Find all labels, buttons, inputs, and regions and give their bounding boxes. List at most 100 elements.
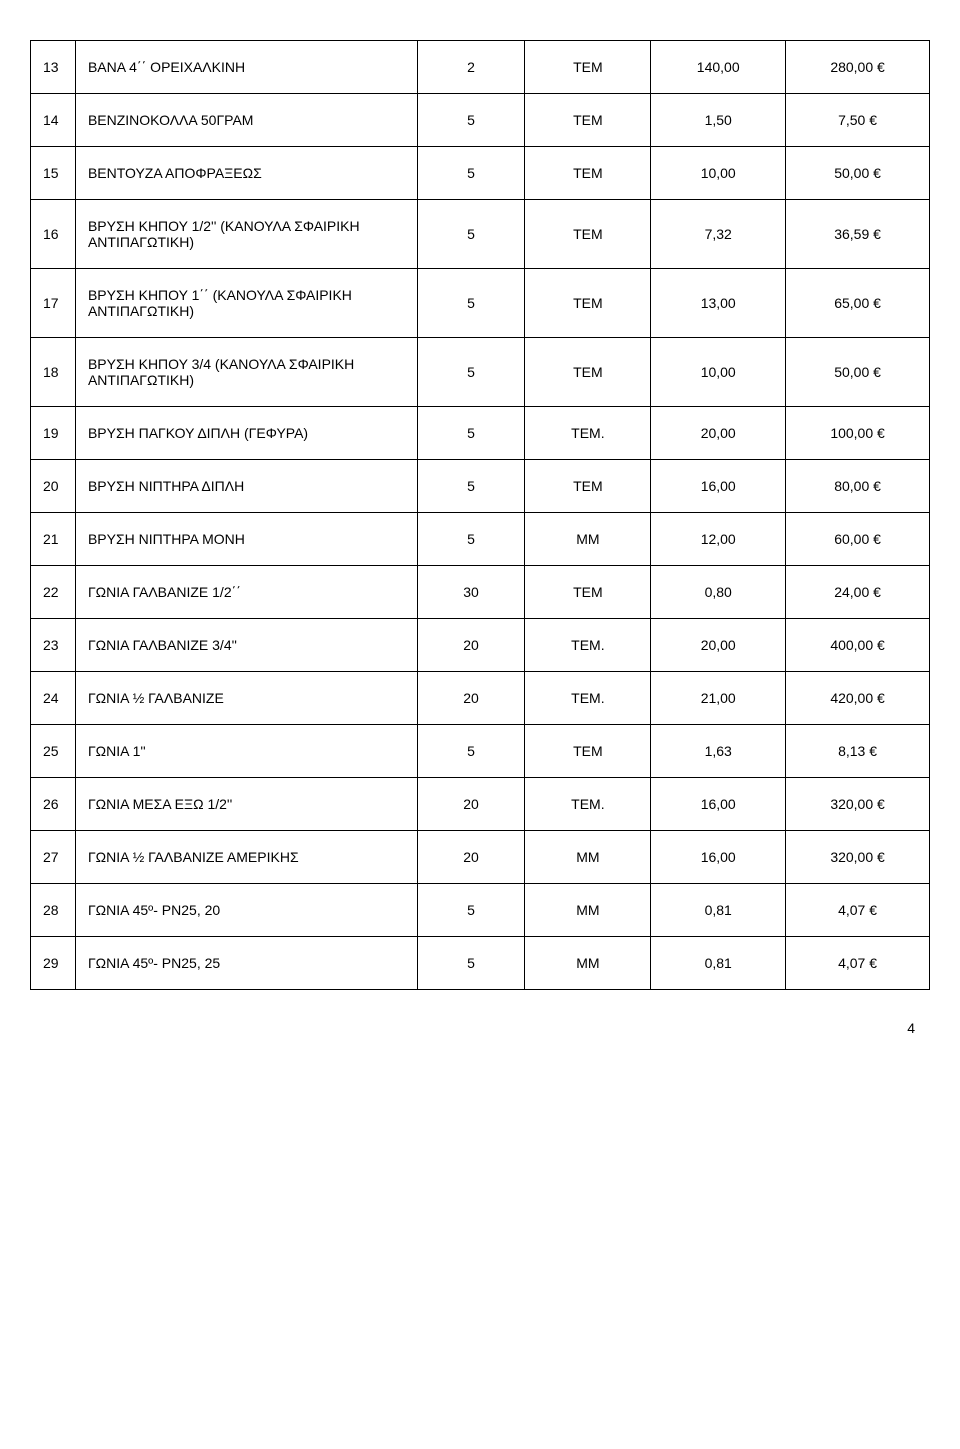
table-cell: 13 bbox=[31, 41, 76, 94]
table-cell: ΒΡΥΣΗ ΚΗΠΟΥ 1/2'' (ΚΑΝΟΥΛΑ ΣΦΑΙΡΙΚΗ ΑΝΤΙ… bbox=[75, 200, 417, 269]
table-cell: 24 bbox=[31, 672, 76, 725]
table-cell: 25 bbox=[31, 725, 76, 778]
table-cell: 5 bbox=[417, 94, 525, 147]
table-cell: ΤΕΜ bbox=[525, 41, 651, 94]
table-cell: 21 bbox=[31, 513, 76, 566]
table-cell: 65,00 € bbox=[786, 269, 930, 338]
table-cell: 1,63 bbox=[651, 725, 786, 778]
table-cell: ΤΕΜ bbox=[525, 200, 651, 269]
table-row: 15ΒΕΝΤΟΥΖΑ ΑΠΟΦΡΑΞΕΩΣ5ΤΕΜ10,0050,00 € bbox=[31, 147, 930, 200]
table-cell: 27 bbox=[31, 831, 76, 884]
table-cell: 20 bbox=[417, 831, 525, 884]
page-number: 4 bbox=[30, 1020, 930, 1036]
table-cell: 4,07 € bbox=[786, 884, 930, 937]
table-cell: ΒΡΥΣΗ ΚΗΠΟΥ 3/4 (ΚΑΝΟΥΛΑ ΣΦΑΙΡΙΚΗ ΑΝΤΙΠΑ… bbox=[75, 338, 417, 407]
table-cell: ΤΕΜ. bbox=[525, 778, 651, 831]
table-cell: ΤΕΜ bbox=[525, 338, 651, 407]
table-cell: 16,00 bbox=[651, 460, 786, 513]
table-cell: 16,00 bbox=[651, 831, 786, 884]
table-row: 17ΒΡΥΣΗ ΚΗΠΟΥ 1΄΄ (ΚΑΝΟΥΛΑ ΣΦΑΙΡΙΚΗ ΑΝΤΙ… bbox=[31, 269, 930, 338]
table-cell: ΓΩΝΙΑ ΜΕΣΑ ΕΞΩ 1/2'' bbox=[75, 778, 417, 831]
table-cell: 12,00 bbox=[651, 513, 786, 566]
table-cell: ΤΕΜ bbox=[525, 269, 651, 338]
table-cell: 29 bbox=[31, 937, 76, 990]
table-cell: 24,00 € bbox=[786, 566, 930, 619]
table-cell: ΤΕΜ. bbox=[525, 407, 651, 460]
table-cell: 5 bbox=[417, 937, 525, 990]
table-cell: 22 bbox=[31, 566, 76, 619]
table-cell: 10,00 bbox=[651, 147, 786, 200]
table-cell: 5 bbox=[417, 338, 525, 407]
table-cell: 5 bbox=[417, 269, 525, 338]
table-cell: 7,32 bbox=[651, 200, 786, 269]
table-cell: 30 bbox=[417, 566, 525, 619]
table-cell: 420,00 € bbox=[786, 672, 930, 725]
table-cell: 5 bbox=[417, 725, 525, 778]
table-cell: ΓΩΝΙΑ 1'' bbox=[75, 725, 417, 778]
table-cell: 5 bbox=[417, 460, 525, 513]
table-cell: 320,00 € bbox=[786, 831, 930, 884]
table-cell: 20,00 bbox=[651, 619, 786, 672]
table-cell: ΓΩΝΙΑ ½ ΓΑΛΒΑΝΙΖΕ ΑΜΕΡΙΚΗΣ bbox=[75, 831, 417, 884]
table-cell: ΜΜ bbox=[525, 937, 651, 990]
items-table: 13ΒΑΝΑ 4΄΄ ΟΡΕΙΧΑΛΚΙΝΗ2ΤΕΜ140,00280,00 €… bbox=[30, 40, 930, 990]
table-row: 25ΓΩΝΙΑ 1''5ΤΕΜ1,638,13 € bbox=[31, 725, 930, 778]
table-cell: 28 bbox=[31, 884, 76, 937]
table-cell: 26 bbox=[31, 778, 76, 831]
table-cell: 15 bbox=[31, 147, 76, 200]
table-cell: 320,00 € bbox=[786, 778, 930, 831]
table-cell: ΒΕΝΖΙΝΟΚΟΛΛΑ 50ΓΡΑΜ bbox=[75, 94, 417, 147]
table-cell: 400,00 € bbox=[786, 619, 930, 672]
table-cell: 10,00 bbox=[651, 338, 786, 407]
table-cell: 0,81 bbox=[651, 937, 786, 990]
table-cell: 60,00 € bbox=[786, 513, 930, 566]
table-cell: 2 bbox=[417, 41, 525, 94]
table-cell: 20 bbox=[417, 672, 525, 725]
table-cell: ΜΜ bbox=[525, 884, 651, 937]
table-cell: ΤΕΜ. bbox=[525, 619, 651, 672]
table-cell: 1,50 bbox=[651, 94, 786, 147]
table-cell: ΤΕΜ bbox=[525, 94, 651, 147]
table-cell: 20 bbox=[31, 460, 76, 513]
table-row: 13ΒΑΝΑ 4΄΄ ΟΡΕΙΧΑΛΚΙΝΗ2ΤΕΜ140,00280,00 € bbox=[31, 41, 930, 94]
table-cell: ΤΕΜ bbox=[525, 460, 651, 513]
table-cell: ΒΕΝΤΟΥΖΑ ΑΠΟΦΡΑΞΕΩΣ bbox=[75, 147, 417, 200]
table-row: 27ΓΩΝΙΑ ½ ΓΑΛΒΑΝΙΖΕ ΑΜΕΡΙΚΗΣ20ΜΜ16,00320… bbox=[31, 831, 930, 884]
table-cell: ΤΕΜ bbox=[525, 147, 651, 200]
table-cell: 5 bbox=[417, 513, 525, 566]
table-row: 21ΒΡΥΣΗ ΝΙΠΤΗΡΑ ΜΟΝΗ5ΜΜ12,0060,00 € bbox=[31, 513, 930, 566]
table-cell: ΤΕΜ bbox=[525, 566, 651, 619]
table-cell: ΓΩΝΙΑ 45º- PN25, 25 bbox=[75, 937, 417, 990]
table-row: 26ΓΩΝΙΑ ΜΕΣΑ ΕΞΩ 1/2''20ΤΕΜ.16,00320,00 … bbox=[31, 778, 930, 831]
table-cell: ΒΡΥΣΗ ΝΙΠΤΗΡΑ ΔΙΠΛΗ bbox=[75, 460, 417, 513]
table-cell: ΓΩΝΙΑ ΓΑΛΒΑΝΙΖΕ 1/2΄΄ bbox=[75, 566, 417, 619]
table-cell: 36,59 € bbox=[786, 200, 930, 269]
table-row: 23ΓΩΝΙΑ ΓΑΛΒΑΝΙΖΕ 3/4''20ΤΕΜ.20,00400,00… bbox=[31, 619, 930, 672]
table-cell: 50,00 € bbox=[786, 338, 930, 407]
table-cell: 4,07 € bbox=[786, 937, 930, 990]
table-row: 16ΒΡΥΣΗ ΚΗΠΟΥ 1/2'' (ΚΑΝΟΥΛΑ ΣΦΑΙΡΙΚΗ ΑΝ… bbox=[31, 200, 930, 269]
table-cell: ΓΩΝΙΑ 45º- PN25, 20 bbox=[75, 884, 417, 937]
table-cell: 19 bbox=[31, 407, 76, 460]
table-cell: ΜΜ bbox=[525, 513, 651, 566]
table-cell: 0,81 bbox=[651, 884, 786, 937]
table-cell: 5 bbox=[417, 407, 525, 460]
table-row: 28ΓΩΝΙΑ 45º- PN25, 205ΜΜ0,814,07 € bbox=[31, 884, 930, 937]
table-cell: 21,00 bbox=[651, 672, 786, 725]
table-cell: 0,80 bbox=[651, 566, 786, 619]
table-cell: 140,00 bbox=[651, 41, 786, 94]
table-row: 18ΒΡΥΣΗ ΚΗΠΟΥ 3/4 (ΚΑΝΟΥΛΑ ΣΦΑΙΡΙΚΗ ΑΝΤΙ… bbox=[31, 338, 930, 407]
table-cell: ΒΡΥΣΗ ΚΗΠΟΥ 1΄΄ (ΚΑΝΟΥΛΑ ΣΦΑΙΡΙΚΗ ΑΝΤΙΠΑ… bbox=[75, 269, 417, 338]
table-cell: 16 bbox=[31, 200, 76, 269]
table-cell: 280,00 € bbox=[786, 41, 930, 94]
table-cell: 50,00 € bbox=[786, 147, 930, 200]
table-cell: ΤΕΜ bbox=[525, 725, 651, 778]
table-cell: ΒΡΥΣΗ ΝΙΠΤΗΡΑ ΜΟΝΗ bbox=[75, 513, 417, 566]
table-cell: 16,00 bbox=[651, 778, 786, 831]
table-row: 20ΒΡΥΣΗ ΝΙΠΤΗΡΑ ΔΙΠΛΗ5ΤΕΜ16,0080,00 € bbox=[31, 460, 930, 513]
table-row: 29ΓΩΝΙΑ 45º- PN25, 255ΜΜ0,814,07 € bbox=[31, 937, 930, 990]
table-row: 24ΓΩΝΙΑ ½ ΓΑΛΒΑΝΙΖΕ20ΤΕΜ.21,00420,00 € bbox=[31, 672, 930, 725]
table-cell: 5 bbox=[417, 200, 525, 269]
table-row: 19ΒΡΥΣΗ ΠΑΓΚΟΥ ΔΙΠΛΗ (ΓΕΦΥΡΑ)5ΤΕΜ.20,001… bbox=[31, 407, 930, 460]
table-cell: 23 bbox=[31, 619, 76, 672]
